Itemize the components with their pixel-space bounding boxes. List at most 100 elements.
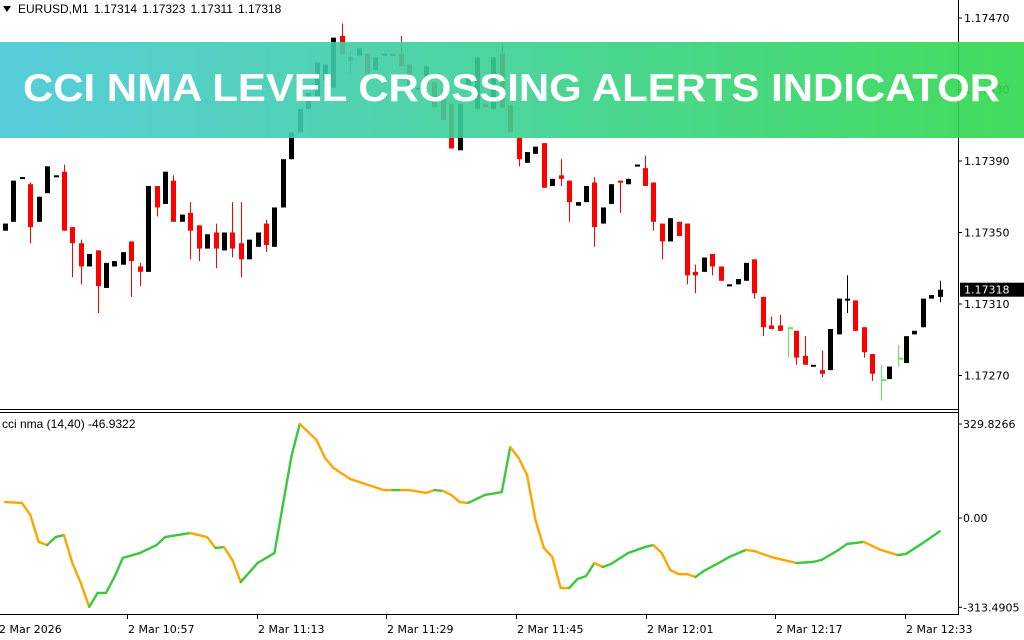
candle [626,178,631,185]
candle [887,366,892,380]
candle [205,234,210,249]
cci-segment [837,542,849,552]
dropdown-triangle-icon[interactable] [3,6,11,12]
chart-header: EURUSD,M1 1.17314 1.17323 1.17311 1.1731… [3,2,281,16]
candle [592,177,597,247]
candle [171,175,176,222]
candle [769,316,774,330]
cci-segment [567,577,579,590]
candle-body [289,132,294,160]
candle [845,275,850,313]
candle [618,180,623,213]
cci-segment [862,540,882,552]
cci-segment [54,533,66,539]
candle-body [912,330,917,335]
candle [188,202,193,260]
candle [163,171,168,204]
price-axis[interactable]: 1.174701.174301.173901.173501.173101.172… [958,12,1010,383]
cci-segment [441,489,453,497]
cci-segment [542,546,554,559]
candle-body [256,232,261,247]
time-tick-label: 2 Mar 11:29 [387,623,453,636]
candle-body [727,284,732,287]
candle [870,354,875,381]
cci-segment [273,455,293,555]
candle [138,262,143,287]
cci-segment [239,561,259,584]
candle-body [20,177,25,180]
cci-segment [458,500,470,505]
cci-segment [349,477,386,492]
candle [693,264,698,294]
indicator-tick-label: 0.00 [963,512,988,525]
candle [525,152,530,163]
indicator-axis[interactable]: 329.8266 0.00 -313.4905 [958,418,1019,614]
candle [938,280,943,303]
candle [533,146,538,154]
cci-segment [189,531,209,539]
candle [247,239,252,260]
cci-segment [466,493,487,505]
cci-segment [694,569,706,579]
indicator-tick-label: -313.4905 [963,601,1019,614]
candle-body [155,186,160,208]
cci-segment [20,501,32,517]
candle-body [660,223,665,242]
cci-segment [222,545,234,562]
candle-body [188,212,193,231]
candle-body [62,171,67,231]
candle-body [37,196,42,222]
candle-body [205,234,210,249]
candle [11,180,16,222]
candle-body [121,252,126,265]
cci-segment [214,545,226,550]
cci-segment [155,535,167,547]
candle [272,207,277,247]
candle [668,218,673,242]
candle [28,182,33,244]
candle-body [837,298,842,335]
candle-body [576,202,581,206]
candle [222,232,227,251]
candle [542,143,547,188]
candle-body [525,152,530,163]
candle-body [559,175,564,179]
candle [550,178,555,187]
candlestick-series [3,23,943,401]
candle-body [618,180,623,183]
candle [660,223,665,260]
candle-body [87,253,92,267]
candle-body [79,243,84,267]
candle [239,202,244,278]
time-axis[interactable]: 2 Mar 2026 2 Mar 10:57 2 Mar 11:13 2 Mar 11… [0,615,972,636]
candle [146,186,151,272]
candle [197,225,202,262]
cci-segment [820,548,840,562]
cci-segment [601,562,613,569]
cci-segment [290,422,301,459]
price-tick-label: 1.17470 [964,12,1010,25]
price-tick-label: 1.17390 [964,155,1010,168]
cci-segment [904,541,924,556]
candle [609,184,614,204]
candle-body [643,168,648,187]
candle-body [542,143,547,188]
candle-body [517,137,522,160]
cci-segment [610,551,630,566]
candle [180,214,185,222]
current-price-marker: 1.17318 [960,282,1024,297]
cci-segment [315,438,327,460]
candle-body [778,325,783,331]
price-tick-label: 1.17270 [964,370,1010,383]
candle [643,155,648,187]
candle [929,295,934,299]
candle-body [761,296,766,328]
candle-body [112,261,117,267]
time-tick-label: 2 Mar 11:45 [517,623,583,636]
candle [155,186,160,217]
candle [710,253,715,276]
symbol-timeframe: EURUSD,M1 [18,2,89,16]
cci-segment [652,543,663,555]
candle [62,164,67,231]
candle [898,345,903,367]
